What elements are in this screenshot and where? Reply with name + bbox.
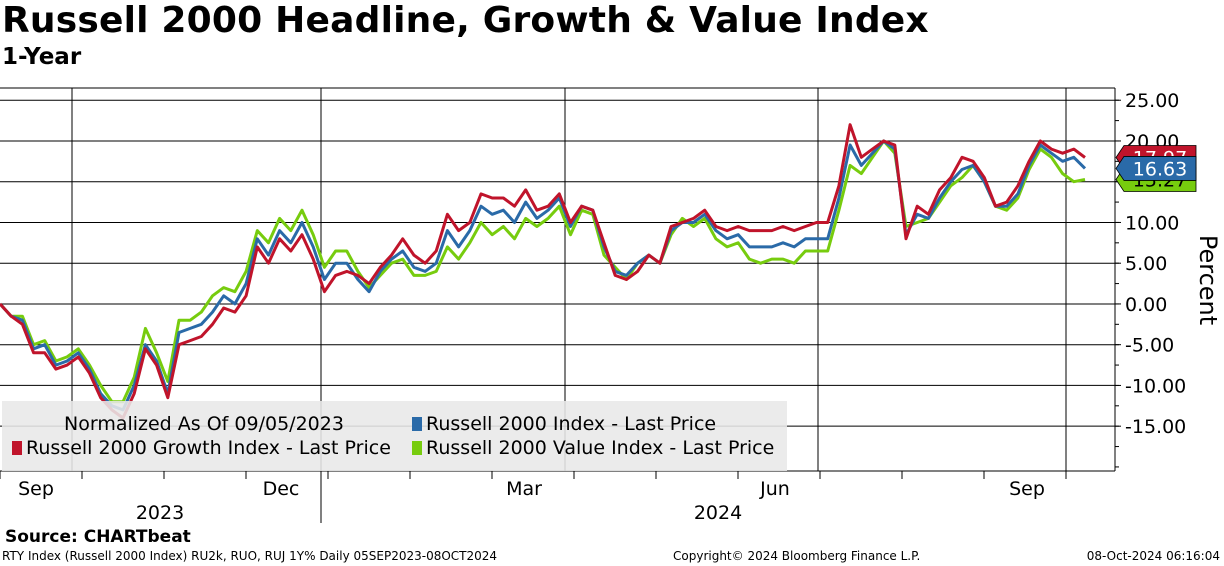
series-line-growth <box>0 123 1086 420</box>
chart-title: Russell 2000 Headline, Growth & Value In… <box>2 0 929 41</box>
footer-timestamp: 08-Oct-2024 06:16:04 <box>1086 549 1220 563</box>
x-month-label: Mar <box>506 478 542 500</box>
x-month-label: Sep <box>1009 478 1045 500</box>
legend-item-headline: Russell 2000 Index - Last Price <box>412 413 716 435</box>
source-label: Source: CHARTbeat <box>5 527 191 547</box>
x-month-label: Jun <box>759 478 790 500</box>
x-month-label: Dec <box>263 478 300 500</box>
y-tick-label: -5.00 <box>1125 335 1174 357</box>
legend-label-growth: Russell 2000 Growth Index - Last Price <box>26 437 391 459</box>
y-tick-label: 10.00 <box>1125 212 1179 234</box>
legend: Normalized As Of 09/05/2023 Russell 2000… <box>2 401 787 471</box>
last-value-tag-headline-text: 16.63 <box>1133 158 1187 180</box>
x-year-label: 2024 <box>694 502 742 524</box>
legend-swatch-growth <box>12 441 22 455</box>
legend-swatch-value <box>412 441 422 455</box>
y-tick-label: 0.00 <box>1125 294 1167 316</box>
series-line-value <box>0 139 1086 404</box>
chart-subtitle: 1-Year <box>2 44 82 70</box>
legend-item-value: Russell 2000 Value Index - Last Price <box>412 437 774 459</box>
last-value-tag-headline-box <box>1115 156 1197 181</box>
footer-security: RTY Index (Russell 2000 Index) RU2k, RUO… <box>2 549 498 563</box>
legend-label-headline: Russell 2000 Index - Last Price <box>426 413 717 435</box>
legend-item-growth: Russell 2000 Growth Index - Last Price <box>12 437 391 459</box>
y-tick-label: 5.00 <box>1125 253 1167 275</box>
legend-label-value: Russell 2000 Value Index - Last Price <box>426 437 775 459</box>
y-tick-label: -15.00 <box>1125 416 1186 438</box>
y-axis-label: Percent <box>1194 235 1222 325</box>
footer-copyright: Copyright© 2024 Bloomberg Finance L.P. <box>673 549 921 563</box>
x-year-label: 2023 <box>136 502 184 524</box>
y-tick-label: -10.00 <box>1125 375 1186 397</box>
last-value-tag-headline: 16.63 <box>1115 156 1197 181</box>
legend-note: Normalized As Of 09/05/2023 <box>64 413 344 435</box>
y-tick-label: 25.00 <box>1125 90 1179 112</box>
x-month-label: Sep <box>18 478 54 500</box>
legend-swatch-headline <box>412 417 422 431</box>
